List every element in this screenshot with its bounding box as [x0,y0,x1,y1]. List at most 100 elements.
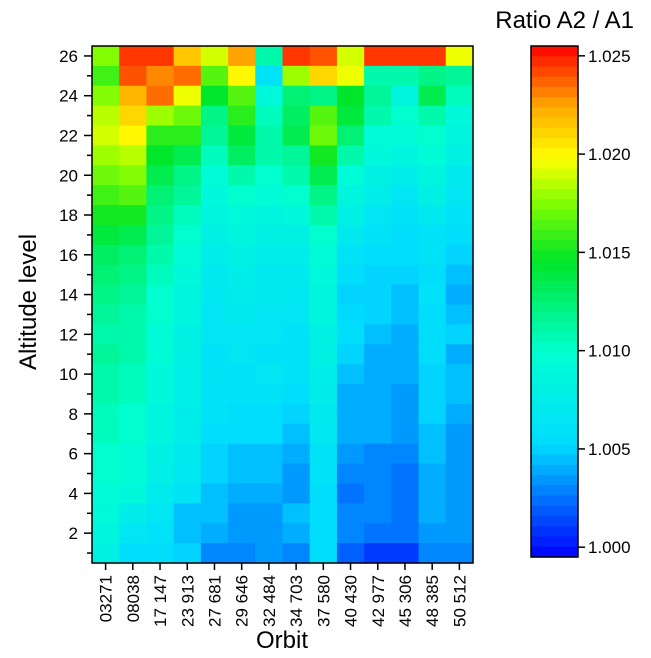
heatmap-cell [146,46,175,67]
heatmap-cell [92,543,120,564]
heatmap-cell [119,483,148,504]
heatmap-cell [228,224,256,246]
heatmap-cell [309,344,338,365]
heatmap-cell [336,46,365,67]
colorbar-band [531,158,578,170]
heatmap-cell [92,384,120,405]
heatmap-cell [309,125,338,147]
heatmap-cell [228,523,256,544]
heatmap-cell [228,384,256,405]
heatmap-cell [445,264,474,286]
colorbar-title: Ratio A2 / A1 [495,7,634,34]
heatmap-cell [336,384,365,405]
heatmap-cell [364,304,392,325]
heatmap-cell [228,503,256,524]
heatmap-cell [228,244,256,266]
heatmap-cell [391,443,420,465]
colorbar-band [531,291,578,303]
heatmap-cell [92,264,120,286]
heatmap-cell [391,364,420,385]
heatmap-cell [418,125,447,147]
heatmap-cell [173,85,202,107]
x-tick-label: 27 681 [205,575,224,627]
heatmap-cell [200,185,229,206]
heatmap-cell [445,65,474,87]
colorbar-band [531,281,578,292]
heatmap-cell [173,224,202,246]
heatmap-cell [391,205,420,226]
heatmap-cell [228,185,256,206]
colorbar-band [531,46,578,57]
colorbar: 1.000 1.005 1.010 1.015 1.020 1.025 [530,45,631,558]
heatmap-cell [92,344,120,365]
heatmap-cell [309,185,338,206]
heatmap-cell [119,165,148,186]
heatmap-cell [336,344,365,365]
x-axis: 03271 08038 17 147 23 913 27 681 29 646 32 484… [97,563,469,627]
heatmap-cell [119,224,148,246]
heatmap-cell [119,205,148,226]
heatmap-cell [228,463,256,485]
heatmap-cell [92,284,120,306]
heatmap-cell [173,503,202,524]
colorbar-band [531,342,578,354]
heatmap-cell [200,264,229,286]
heatmap-cell [228,165,256,186]
heatmap-cell [282,85,311,107]
colorbar-band [531,168,578,180]
colorbar-frame [530,45,579,558]
colorbar-band [531,424,578,435]
heatmap-cell [282,165,311,186]
heatmap-cell [364,46,392,67]
heatmap-cell [173,384,202,405]
heatmap-cell [200,364,229,385]
y-axis-title: Altitude level [15,234,42,370]
colorbar-band [531,485,578,497]
heatmap-cell [418,403,447,425]
heatmap-cell [146,85,175,107]
heatmap-cell [146,125,175,147]
heatmap-cell [309,324,338,345]
heatmap-cell [173,244,202,266]
heatmap-cell [146,165,175,186]
heatmap-cell [146,224,175,246]
heatmap-cell [255,483,284,504]
heatmap-cell [418,443,447,465]
heatmap-cell [255,145,284,166]
heatmap-cell [282,224,311,246]
heatmap-cell [282,185,311,206]
heatmap-cell [282,105,311,127]
heatmap-cell [119,185,148,206]
heatmap-cell [391,264,420,286]
heatmap-cell [445,125,474,147]
y-tick-label: 4 [69,484,78,503]
heatmap-cell [255,384,284,405]
y-tick-label: 12 [59,325,78,344]
heatmap-cell [309,503,338,524]
heatmap-cell [200,244,229,266]
colorbar-band [531,505,578,517]
heatmap-cell [445,344,474,365]
heatmap-cell [364,423,392,445]
heatmap-cell [173,205,202,226]
heatmap-cell [364,125,392,147]
heatmap-cell [336,284,365,306]
heatmap-cell [146,205,175,226]
x-tick-label: 17 147 [151,575,170,627]
colorbar-band [531,311,578,323]
colorbar-band [531,444,578,456]
heatmap-cell [364,185,392,206]
heatmap-cell [391,145,420,166]
heatmap-cell [200,483,229,504]
heatmap-cell [92,503,120,524]
heatmap-cell [336,324,365,345]
heatmap-cell [364,145,392,166]
heatmap-cell [92,105,120,127]
colorbar-tick-label: 1.025 [588,47,631,66]
heatmap-cell [364,443,392,465]
heatmap-cell [364,264,392,286]
heatmap-cell [200,224,229,246]
y-tick-label: 6 [69,445,78,464]
heatmap-cell [282,503,311,524]
